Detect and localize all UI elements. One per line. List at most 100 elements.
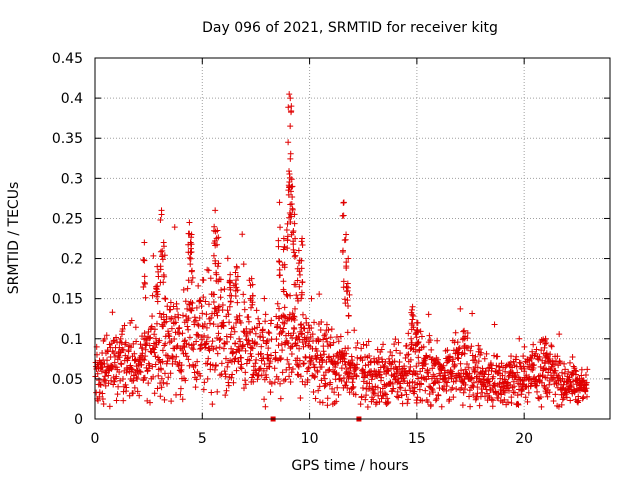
data-point (535, 394, 542, 401)
data-point (321, 375, 328, 382)
data-point (201, 321, 208, 328)
data-point (114, 391, 121, 398)
data-point (214, 312, 221, 319)
data-point (188, 268, 195, 275)
data-point (428, 346, 435, 353)
data-point (490, 373, 497, 380)
data-point (313, 355, 320, 362)
data-point (223, 387, 230, 394)
data-point (542, 336, 549, 343)
y-tick-label: 0.4 (61, 91, 83, 107)
data-point (442, 378, 449, 385)
data-point (266, 330, 273, 337)
data-point (451, 362, 458, 369)
data-point (113, 397, 120, 404)
data-point (352, 391, 359, 398)
data-point (103, 332, 110, 339)
data-point (229, 371, 236, 378)
data-point (235, 358, 242, 365)
data-point (476, 402, 483, 409)
data-point (296, 283, 303, 290)
data-point (117, 349, 124, 356)
data-point (293, 292, 300, 299)
data-point (170, 303, 177, 310)
data-point (122, 339, 129, 346)
data-point (131, 350, 138, 357)
data-point (262, 318, 269, 325)
data-point (113, 373, 120, 380)
y-tick-label: 0.25 (52, 211, 83, 227)
data-point (343, 350, 350, 357)
data-point (271, 379, 278, 386)
data-point (141, 239, 148, 246)
data-point (168, 325, 175, 332)
data-point (279, 328, 286, 335)
data-point (161, 273, 168, 280)
data-point (559, 385, 566, 392)
data-point (418, 333, 425, 340)
data-point (240, 261, 247, 268)
data-point (538, 403, 545, 410)
data-point (227, 286, 234, 293)
data-point (179, 330, 186, 337)
data-point (582, 381, 589, 388)
data-point (98, 368, 105, 375)
data-point (272, 349, 279, 356)
data-point (264, 351, 271, 358)
data-point (324, 402, 331, 409)
data-point (413, 399, 420, 406)
data-point (130, 390, 137, 397)
data-point (468, 375, 475, 382)
data-point (248, 374, 255, 381)
data-point (516, 335, 523, 342)
data-point (464, 329, 471, 336)
data-point (265, 345, 272, 352)
data-point (193, 304, 200, 311)
data-point (99, 364, 106, 371)
data-point (209, 401, 216, 408)
data-point (563, 389, 570, 396)
data-point (407, 363, 414, 370)
data-point (131, 357, 138, 364)
data-point (373, 399, 380, 406)
data-point (193, 376, 200, 383)
data-point (338, 365, 345, 372)
data-point (366, 353, 373, 360)
data-point (163, 313, 170, 320)
data-point (298, 257, 305, 264)
data-point (95, 397, 102, 404)
data-point (277, 356, 284, 363)
data-point (475, 358, 482, 365)
data-point (295, 362, 302, 369)
data-point (149, 363, 156, 370)
data-point (298, 265, 305, 272)
data-point (157, 248, 164, 255)
data-point (337, 333, 344, 340)
data-point (215, 330, 222, 337)
data-point (232, 280, 239, 287)
data-point (501, 396, 508, 403)
data-point (195, 282, 202, 289)
data-point (488, 362, 495, 369)
data-point (501, 389, 508, 396)
data-point (461, 344, 468, 351)
data-point (402, 354, 409, 361)
data-point (184, 305, 191, 312)
data-point (485, 378, 492, 385)
data-point (275, 243, 282, 250)
data-point (205, 355, 212, 362)
data-point (141, 330, 148, 337)
data-point (139, 350, 146, 357)
data-point (498, 360, 505, 367)
data-point (466, 393, 473, 400)
data-point (457, 305, 464, 312)
data-point (138, 361, 145, 368)
data-point (546, 381, 553, 388)
data-point (384, 395, 391, 402)
data-point (426, 390, 433, 397)
data-point (142, 353, 149, 360)
data-point (158, 211, 165, 218)
data-point (288, 201, 295, 208)
data-point (362, 396, 369, 403)
data-point (470, 379, 477, 386)
